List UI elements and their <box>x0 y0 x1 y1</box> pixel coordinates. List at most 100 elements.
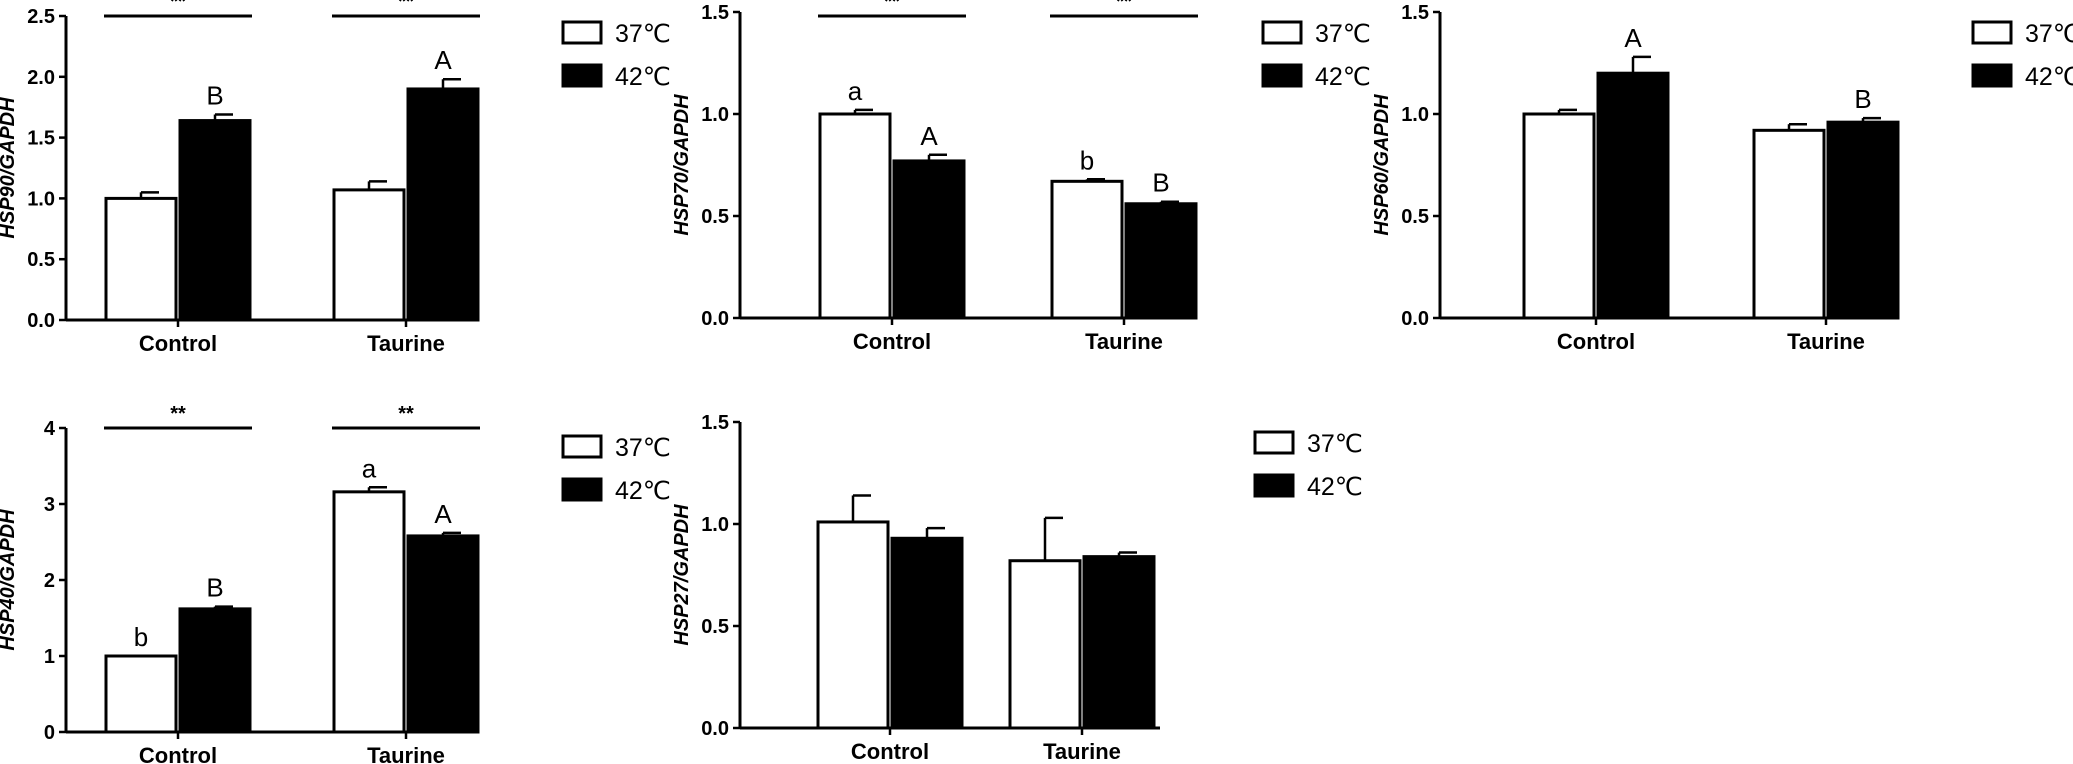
y-tick-label: 2.5 <box>27 6 55 28</box>
legend-swatch <box>1261 63 1303 88</box>
bar <box>1124 202 1198 320</box>
legend-swatch <box>1253 430 1295 455</box>
bar <box>332 188 406 322</box>
significance-letter: A <box>434 45 452 75</box>
y-tick-label: 1.5 <box>701 2 729 24</box>
y-tick-label: 0.5 <box>1401 206 1429 228</box>
y-tick-label: 2.0 <box>27 67 55 89</box>
bar <box>178 607 252 734</box>
legend-label: 42℃ <box>2025 63 2073 91</box>
legend-swatch <box>1971 20 2013 45</box>
legend-label: 42℃ <box>615 477 671 505</box>
x-tick-label: Taurine <box>1787 329 1865 354</box>
legend-swatch <box>1971 63 2013 88</box>
bar <box>104 196 178 322</box>
x-tick-label: Taurine <box>1085 329 1163 354</box>
x-tick-label: Taurine <box>367 743 445 764</box>
y-axis-label: HSP60/GAPDH <box>1371 94 1393 236</box>
x-tick-label: Taurine <box>367 331 445 356</box>
bar <box>406 534 480 734</box>
y-axis-label: HSP27/GAPDH <box>671 504 693 646</box>
legend: 37℃ 42℃ <box>1253 430 1363 501</box>
y-tick-label: 0.5 <box>701 616 729 638</box>
legend-label: 42℃ <box>1307 473 1363 501</box>
y-tick-label: 0.5 <box>27 249 55 271</box>
y-axis-label: HSP90/GAPDH <box>0 97 19 239</box>
y-axis-label: HSP70/GAPDH <box>671 94 693 236</box>
significance-letter: B <box>1152 168 1169 198</box>
bar <box>1522 112 1596 320</box>
bar <box>1008 559 1082 730</box>
significance-letter: B <box>1854 84 1871 114</box>
legend-swatch <box>561 434 603 459</box>
significance-mark: ** <box>170 0 186 13</box>
y-tick-label: 0.5 <box>701 206 729 228</box>
y-tick-label: 3 <box>44 494 55 516</box>
y-tick-label: 1.5 <box>701 412 729 434</box>
legend-swatch <box>561 20 603 45</box>
y-tick-label: 4 <box>44 418 56 440</box>
significance-letter: b <box>134 622 148 652</box>
significance-letter: A <box>920 121 938 151</box>
significance-mark: ** <box>398 0 414 13</box>
bar <box>818 112 892 320</box>
y-tick-label: 1.0 <box>701 514 729 536</box>
y-tick-label: 1.5 <box>1401 2 1429 24</box>
y-tick-label: 1.0 <box>27 188 55 210</box>
significance-letter: A <box>1624 23 1642 53</box>
bar <box>890 536 964 730</box>
legend-label: 42℃ <box>615 63 671 91</box>
chart-panel-5: 0.0 0.5 1.0 1.5 Control Taurine HSP27/GAPDH 37℃… <box>671 412 1363 764</box>
significance-mark: ** <box>884 0 900 13</box>
chart-panel-3: 0.0 0.5 1.0 1.5 Control Taurine HSP60/GAPDH A B 3… <box>1371 2 2073 354</box>
legend: 37℃ 42℃ <box>561 20 671 91</box>
legend: 37℃ 42℃ <box>561 434 671 505</box>
y-tick-label: 1.0 <box>1401 104 1429 126</box>
y-tick-label: 0.0 <box>701 308 729 330</box>
legend-label: 37℃ <box>1315 20 1371 48</box>
legend-swatch <box>561 63 603 88</box>
significance-letter: b <box>1080 145 1094 175</box>
y-tick-label: 1.5 <box>27 128 55 150</box>
x-tick-label: Control <box>851 739 929 764</box>
chart-panel-2: 0.0 0.5 1.0 1.5 Control Taurine HSP70/GAPDH a b A… <box>671 0 1371 354</box>
significance-mark: ** <box>398 403 414 425</box>
legend-label: 37℃ <box>615 20 671 48</box>
bar <box>1752 128 1826 320</box>
significance-mark: ** <box>1116 0 1132 13</box>
significance-mark: ** <box>170 403 186 425</box>
x-tick-label: Control <box>139 331 217 356</box>
significance-letter: B <box>206 573 223 603</box>
chart-panel-4: 0 1 2 3 4 Control Taurine HSP40/GAPDH b a B A ** ** 37… <box>0 403 671 764</box>
significance-letter: a <box>362 453 377 483</box>
legend-label: 37℃ <box>615 434 671 462</box>
legend-swatch <box>1261 20 1303 45</box>
bar <box>332 490 406 734</box>
y-tick-label: 0.0 <box>701 718 729 740</box>
legend: 37℃ 42℃ <box>1971 20 2073 91</box>
legend-label: 37℃ <box>1307 430 1363 458</box>
legend-label: 42℃ <box>1315 63 1371 91</box>
chart-panel-1: 0.0 0.5 1.0 1.5 2.0 2.5 Control Taurine HSP90/GA… <box>0 0 671 356</box>
bar <box>892 159 966 320</box>
y-tick-label: 1.0 <box>701 104 729 126</box>
x-tick-label: Control <box>139 743 217 764</box>
legend-label: 37℃ <box>2025 20 2073 48</box>
significance-letter: a <box>848 76 863 106</box>
y-tick-label: 2 <box>44 570 55 592</box>
x-tick-label: Control <box>853 329 931 354</box>
bar <box>104 654 178 734</box>
y-tick-label: 1 <box>44 646 55 668</box>
bar <box>816 520 890 730</box>
bar <box>1596 71 1670 320</box>
legend: 37℃ 42℃ <box>1261 20 1371 91</box>
y-tick-label: 0.0 <box>1401 308 1429 330</box>
significance-letter: B <box>206 80 223 110</box>
legend-swatch <box>561 477 603 502</box>
legend-swatch <box>1253 473 1295 498</box>
bar <box>1082 555 1156 730</box>
bar <box>1826 120 1900 320</box>
x-tick-label: Control <box>1557 329 1635 354</box>
bar <box>178 119 252 322</box>
